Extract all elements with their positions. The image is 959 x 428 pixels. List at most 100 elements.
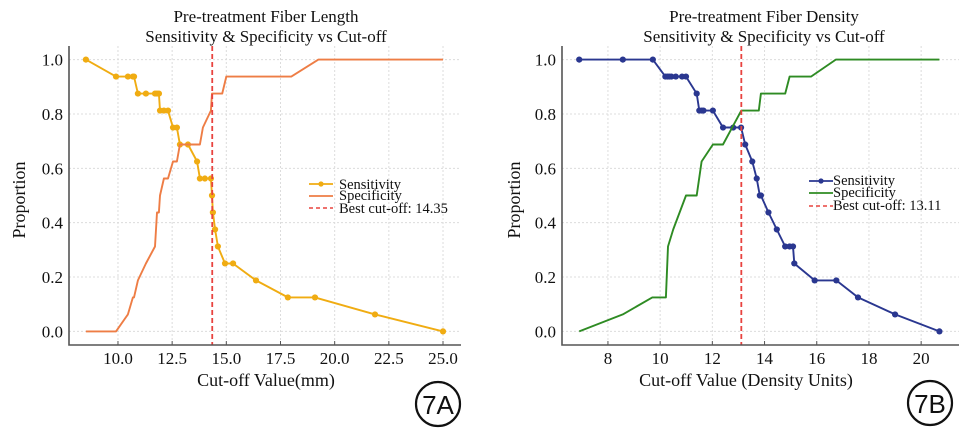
chart-title: Pre-treatment Fiber Density (669, 7, 859, 26)
y-tick-label: 0.2 (42, 268, 63, 287)
legend-sensitivity-label: Sensitivity (339, 177, 402, 193)
sensitivity-point (142, 90, 150, 97)
sensitivity-point (649, 56, 656, 63)
y-tick-label: 0.2 (535, 268, 556, 287)
sensitivity-point (196, 175, 203, 182)
chart-title: Pre-treatment Fiber Length (173, 7, 359, 26)
plot-area (576, 46, 943, 345)
chart-subtitle: Sensitivity & Specificity vs Cut-off (643, 27, 885, 46)
sensitivity-point (719, 124, 727, 131)
x-tick-label: 10 (652, 349, 669, 368)
x-tick-label: 15.0 (211, 349, 241, 368)
sensitivity-point (112, 73, 120, 80)
sensitivity-point (576, 56, 583, 63)
legend: Sensitivity Specificity Best cut-off: 13… (809, 173, 941, 214)
sensitivity-point (221, 260, 229, 267)
x-tick-labels: 8 10 12 14 16 18 20 (604, 349, 930, 368)
x-tick-label: 10.0 (103, 349, 133, 368)
y-tick-labels: 0.0 0.2 0.4 0.6 0.8 1.0 (535, 51, 557, 342)
y-tick-label: 0.4 (42, 214, 64, 233)
x-tick-label: 14 (756, 349, 774, 368)
sensitivity-point (749, 158, 756, 165)
sensitivity-point (134, 90, 142, 97)
x-tick-label: 17.5 (266, 349, 296, 368)
sensitivity-point (439, 328, 447, 335)
sensitivity-point (791, 260, 798, 267)
legend-cutoff-label: Best cut-off: 13.11 (833, 198, 941, 214)
y-tick-label: 0.4 (535, 214, 557, 233)
sensitivity-point (371, 311, 379, 318)
sensitivity-point (173, 124, 181, 131)
chart-fiber-length: Pre-treatment Fiber Length Sensitivity &… (9, 7, 462, 428)
axes (68, 46, 461, 346)
plot-area (82, 46, 447, 345)
legend-cutoff-label: Best cut-off: 14.35 (339, 201, 448, 217)
sensitivity-point (124, 73, 132, 80)
sensitivity-point (130, 73, 138, 80)
grid (69, 46, 461, 345)
sensitivity-point (891, 311, 899, 318)
y-tick-label: 0.0 (42, 322, 63, 341)
sensitivity-point (672, 73, 679, 80)
legend-specificity-label: Specificity (339, 188, 403, 204)
sensitivity-point (936, 328, 943, 335)
sensitivity-point (164, 107, 172, 114)
sensitivity-point (753, 175, 760, 182)
sensitivity-point (682, 73, 690, 80)
sensitivity-point (833, 277, 840, 284)
sensitivity-point (811, 277, 818, 284)
sensitivity-point (193, 158, 201, 165)
sensitivity-point (789, 243, 797, 250)
sensitivity-point (619, 56, 626, 63)
sensitivity-point (211, 226, 219, 233)
y-tick-label: 0.6 (42, 159, 63, 178)
y-tick-label: 0.8 (42, 105, 63, 124)
panel-badge-circle (906, 379, 954, 427)
sensitivity-point (709, 107, 716, 114)
x-tick-label: 12.5 (157, 349, 187, 368)
panel-label: 7B (914, 389, 946, 419)
y-tick-labels: 0.0 0.2 0.4 0.6 0.8 1.0 (42, 51, 64, 342)
sensitivity-point (693, 90, 700, 97)
sensitivity-point (155, 90, 163, 97)
sensitivity-point (284, 294, 291, 301)
sensitivity-point (82, 56, 90, 63)
grid (562, 46, 959, 345)
panel-badge-7b: 7B (906, 379, 954, 427)
y-tick-label: 1.0 (42, 51, 63, 70)
y-axis-label: Proportion (504, 161, 524, 238)
sensitivity-point (229, 260, 237, 267)
sensitivity-point (208, 192, 216, 199)
x-tick-labels: 10.0 12.5 15.0 17.5 20.0 22.5 25.0 (103, 349, 458, 368)
panel-label: 7A (422, 390, 454, 420)
sensitivity-point (700, 107, 707, 114)
sensitivity-point (214, 243, 221, 250)
specificity-line (85, 58, 443, 333)
y-tick-label: 1.0 (535, 51, 556, 70)
legend-sensitivity-marker (818, 178, 824, 184)
x-tick-label: 20.0 (320, 349, 350, 368)
sensitivity-point (668, 73, 675, 80)
y-tick-label: 0.8 (535, 105, 556, 124)
x-tick-label: 20 (913, 349, 930, 368)
legend-sensitivity-marker (318, 181, 324, 187)
sensitivity-point (773, 226, 780, 233)
x-tick-label: 12 (704, 349, 721, 368)
y-tick-label: 0.0 (535, 322, 556, 341)
sensitivity-point (757, 192, 764, 199)
x-tick-label: 25.0 (428, 349, 458, 368)
legend: Sensitivity Specificity Best cut-off: 14… (309, 177, 448, 217)
x-axis-label: Cut-off Value (Density Units) (639, 370, 853, 391)
chart-fiber-density: Pre-treatment Fiber Density Sensitivity … (504, 7, 959, 427)
sensitivity-point (311, 294, 319, 301)
axes (561, 46, 959, 346)
x-tick-label: 8 (604, 349, 613, 368)
chart-subtitle: Sensitivity & Specificity vs Cut-off (145, 27, 387, 46)
sensitivity-point (854, 294, 862, 301)
panel-badge-circle (414, 380, 462, 428)
panel-badge-7a: 7A (414, 380, 462, 428)
y-axis-label: Proportion (9, 161, 29, 238)
y-tick-label: 0.6 (535, 159, 556, 178)
specificity-line (578, 58, 940, 333)
